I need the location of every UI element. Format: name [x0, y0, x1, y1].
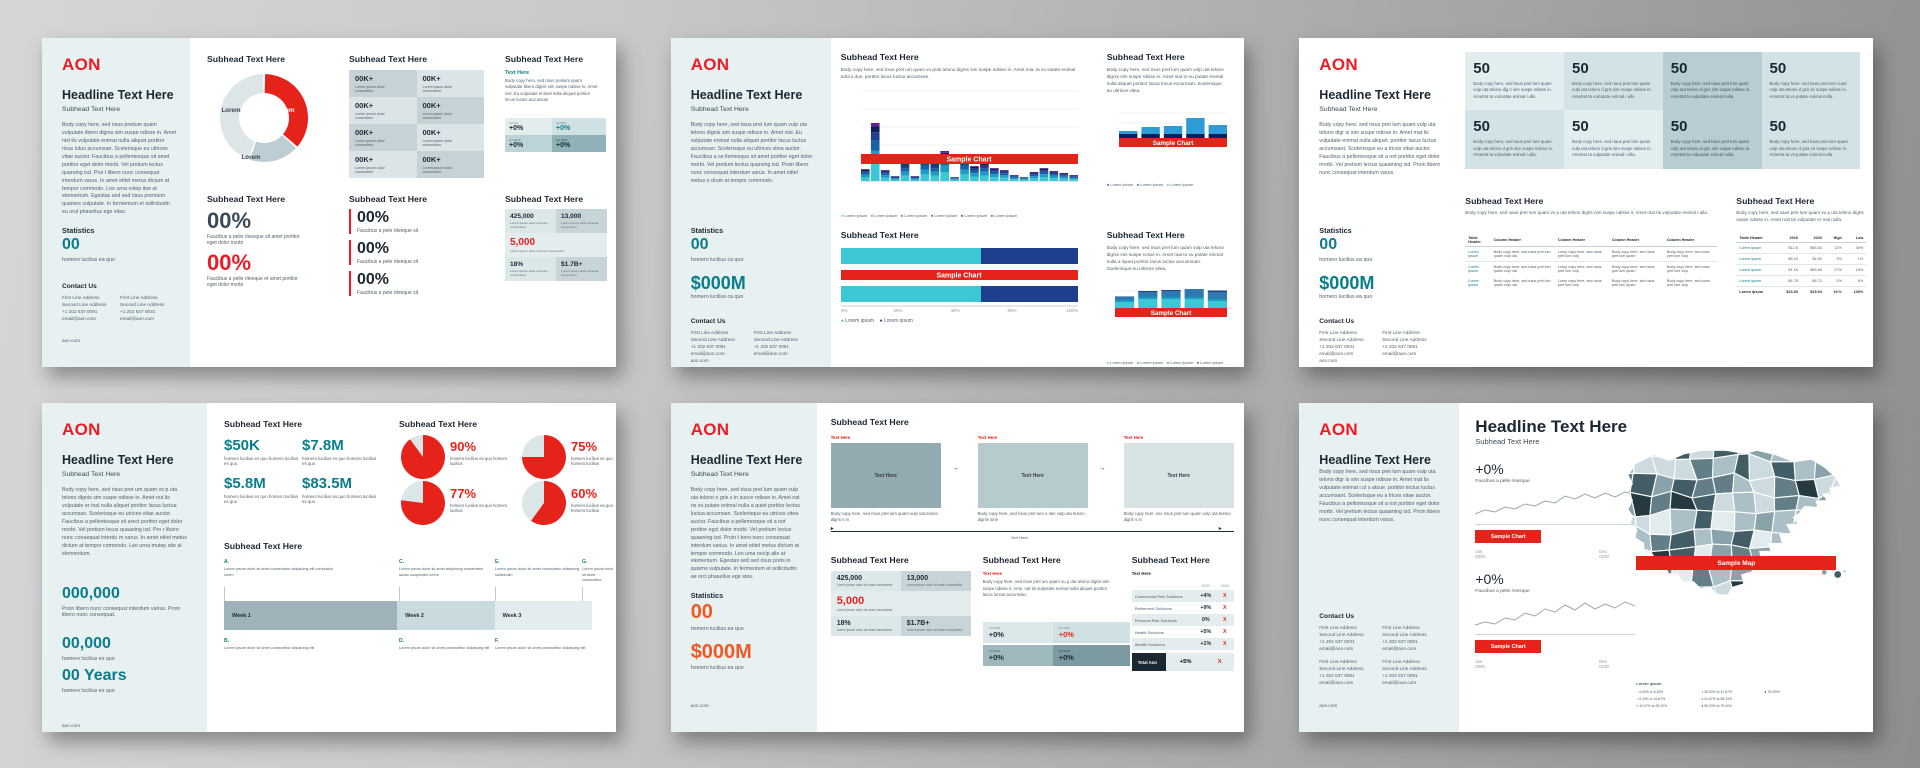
svg-text:Sample Chart: Sample Chart — [946, 157, 992, 164]
svg-text:100%: 100% — [1066, 308, 1078, 313]
svg-text:40%: 40% — [950, 308, 959, 313]
svg-text:20%: 20% — [893, 308, 902, 313]
svg-text:Lorem: Lorem — [276, 107, 295, 114]
svg-text:Lorem: Lorem — [242, 154, 261, 161]
svg-text:Sample Chart: Sample Chart — [936, 273, 982, 280]
svg-text:Sample Chart: Sample Chart — [1150, 310, 1191, 317]
svg-text:60%: 60% — [1007, 308, 1016, 313]
svg-text:Lorem: Lorem — [222, 107, 241, 114]
svg-text:0%: 0% — [841, 308, 848, 313]
svg-text:Sample Chart: Sample Chart — [1152, 140, 1193, 147]
